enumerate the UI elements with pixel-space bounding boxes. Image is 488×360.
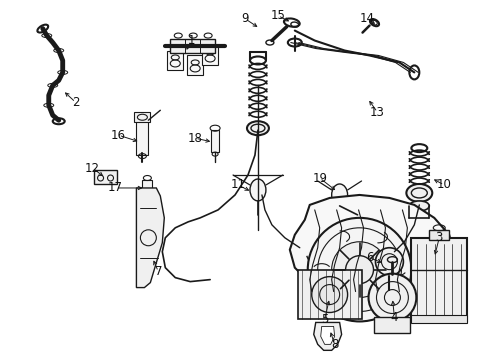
Text: 9: 9 xyxy=(241,12,248,25)
Bar xyxy=(410,238,466,321)
Bar xyxy=(202,45,218,66)
Text: 14: 14 xyxy=(359,12,374,25)
Polygon shape xyxy=(289,195,453,289)
Text: 10: 10 xyxy=(436,179,451,192)
Text: 5: 5 xyxy=(320,313,328,326)
Text: 19: 19 xyxy=(311,171,326,185)
Text: 7: 7 xyxy=(154,265,162,278)
Text: 3: 3 xyxy=(435,231,442,244)
Bar xyxy=(170,39,215,54)
Text: 8: 8 xyxy=(330,338,338,351)
Bar xyxy=(410,315,466,323)
Bar xyxy=(167,50,183,71)
Bar xyxy=(134,112,150,122)
Text: 11: 11 xyxy=(230,179,245,192)
Text: 15: 15 xyxy=(270,9,285,22)
Circle shape xyxy=(311,276,347,312)
Text: 6: 6 xyxy=(365,251,372,264)
Text: 12: 12 xyxy=(85,162,100,175)
Text: 17: 17 xyxy=(108,181,123,194)
Circle shape xyxy=(307,218,410,321)
Polygon shape xyxy=(136,188,164,288)
Bar xyxy=(187,55,203,75)
Bar xyxy=(428,230,448,240)
Ellipse shape xyxy=(383,290,395,297)
Text: 13: 13 xyxy=(369,106,384,119)
Bar xyxy=(93,170,117,184)
Bar xyxy=(136,120,148,155)
Bar xyxy=(211,130,219,152)
Circle shape xyxy=(375,248,403,276)
Text: 2: 2 xyxy=(72,96,79,109)
Bar xyxy=(374,318,409,333)
Text: 1: 1 xyxy=(187,34,195,47)
Ellipse shape xyxy=(408,201,428,211)
Polygon shape xyxy=(320,327,334,345)
Polygon shape xyxy=(313,323,341,350)
Circle shape xyxy=(368,274,415,321)
Text: 4: 4 xyxy=(390,311,397,324)
Circle shape xyxy=(331,242,386,298)
Ellipse shape xyxy=(249,179,265,201)
Text: 18: 18 xyxy=(187,132,202,145)
Ellipse shape xyxy=(246,121,268,135)
Ellipse shape xyxy=(406,184,431,202)
Ellipse shape xyxy=(331,184,347,206)
Bar xyxy=(142,180,152,194)
Text: 16: 16 xyxy=(111,129,126,142)
Bar xyxy=(297,270,361,319)
